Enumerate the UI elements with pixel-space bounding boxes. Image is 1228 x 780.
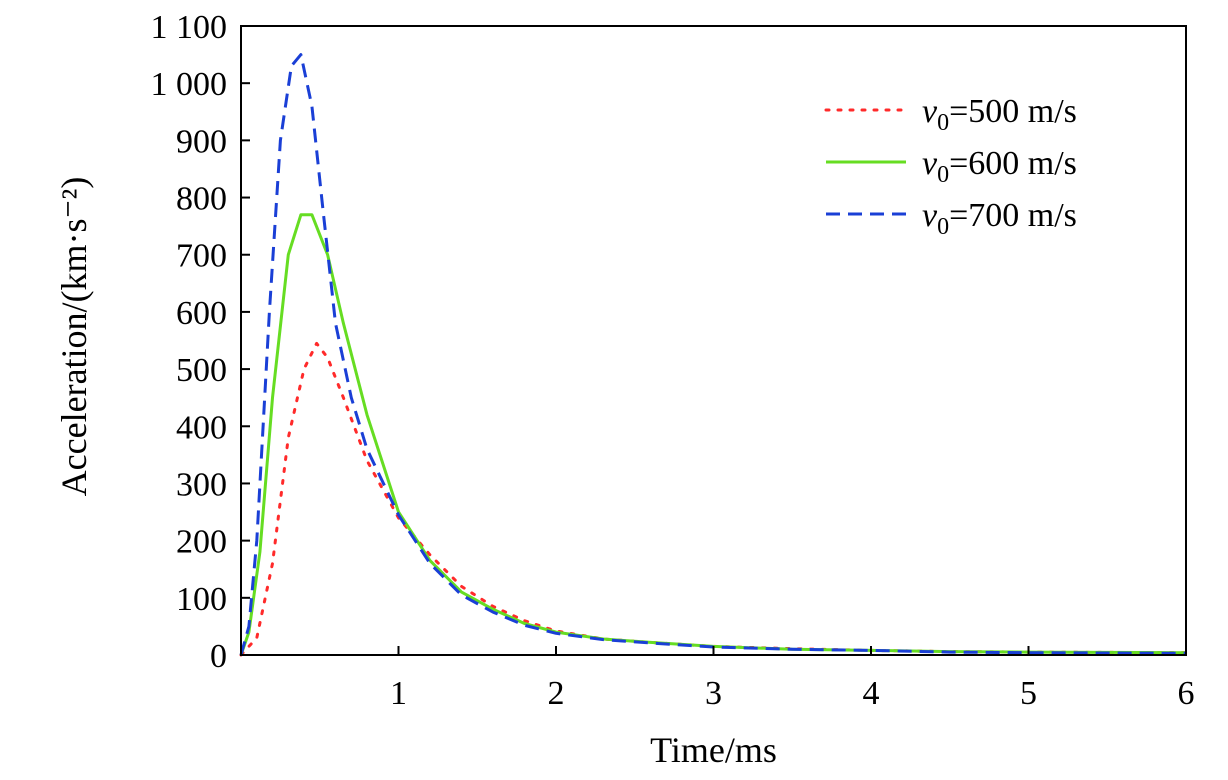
legend-entry-2: v0=600 m/s <box>922 145 1077 188</box>
x-tick-label: 4 <box>863 675 880 712</box>
y-tick-label: 600 <box>176 295 227 332</box>
x-tick-label: 1 <box>390 675 407 712</box>
y-tick-label: 0 <box>210 638 227 675</box>
y-tick-label: 400 <box>176 409 227 446</box>
y-tick-label: 300 <box>176 466 227 503</box>
x-tick-label: 6 <box>1178 675 1195 712</box>
series-line-3 <box>239 53 1187 656</box>
legend: v0=500 m/s v0=600 m/s v0=700 m/s <box>824 93 1077 240</box>
series-line-1 <box>239 341 1188 657</box>
y-tick-label: 700 <box>176 238 227 275</box>
y-tick-label: 1 100 <box>151 9 228 46</box>
legend-entry-3: v0=700 m/s <box>922 197 1077 240</box>
legend-entry-1: v0=500 m/s <box>922 93 1077 136</box>
x-tick-label: 2 <box>548 675 565 712</box>
y-tick-label: 800 <box>176 181 227 218</box>
y-tick-label: 1 000 <box>151 66 228 103</box>
series-line-2 <box>239 213 1187 656</box>
x-tick-label: 3 <box>705 675 722 712</box>
y-tick-label: 200 <box>176 524 227 561</box>
y-tick-label: 900 <box>176 123 227 160</box>
y-tick-label: 500 <box>176 352 227 389</box>
y-tick-label: 100 <box>176 581 227 618</box>
y-axis-title: Acceleration/(km·s⁻²) <box>54 177 94 497</box>
x-axis-title: Time/ms <box>650 730 777 770</box>
x-tick-label: 5 <box>1020 675 1037 712</box>
